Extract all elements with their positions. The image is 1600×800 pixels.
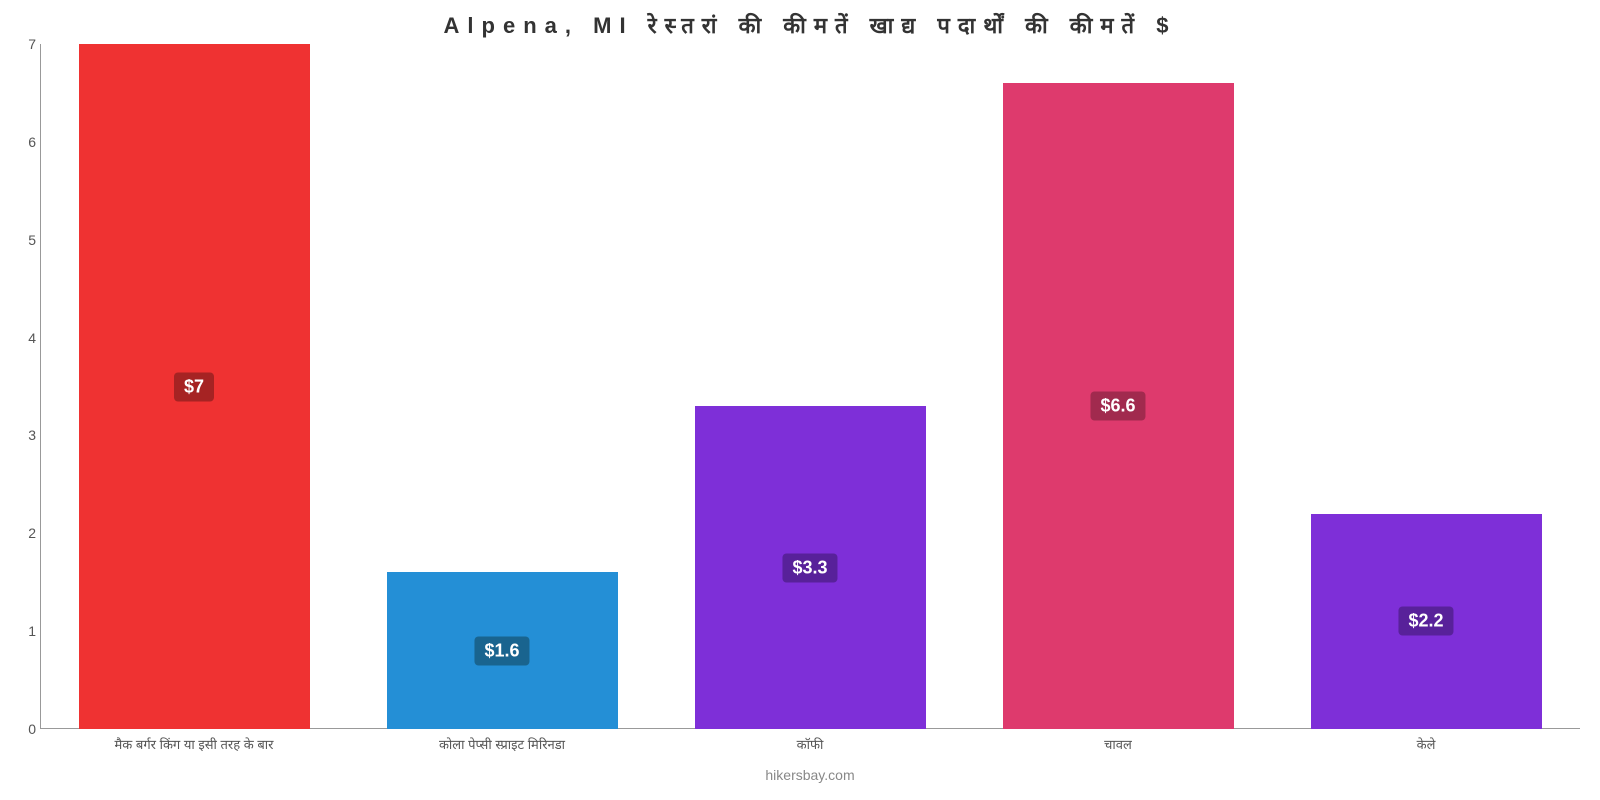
bar: $2.2 [1311,514,1542,729]
y-tick: 3 [28,427,36,443]
y-tick: 7 [28,36,36,52]
x-category-label: मैक बर्गर किंग या इसी तरह के बार [115,735,274,753]
x-axis-labels: मैक बर्गर किंग या इसी तरह के बार कोला पेप… [40,735,1580,765]
bar-value-label: $1.6 [474,636,529,665]
y-tick: 5 [28,232,36,248]
x-category-label: कॉफी [797,735,824,753]
bar-value-label: $6.6 [1090,392,1145,421]
bar-value-label: $3.3 [782,553,837,582]
bar: $7 [79,44,310,729]
chart-source: hikersbay.com [40,767,1580,783]
chart-title: Alpena, MI रेस्तरां की कीमतें खाद्य पदार… [40,10,1580,40]
plot-area: 01234567 $7$1.6$3.3$6.6$2.2 [40,44,1580,729]
x-category-label: कोला पेप्सी स्प्राइट मिरिनडा [439,735,565,753]
bar-value-label: $2.2 [1398,607,1453,636]
y-tick: 4 [28,330,36,346]
y-tick: 1 [28,623,36,639]
x-category-label: केले [1417,735,1436,753]
bars-container: $7 $1.6 $3.3 $6.6 $2.2 [40,44,1580,729]
y-tick: 6 [28,134,36,150]
bar: $1.6 [387,572,618,729]
bar-value-label: $7 [174,372,214,401]
y-tick: 0 [28,721,36,737]
y-tick: 2 [28,525,36,541]
bar: $3.3 [695,406,926,729]
price-bar-chart: Alpena, MI रेस्तरां की कीमतें खाद्य पदार… [40,10,1580,770]
y-axis: 01234567 [20,44,40,729]
x-category-label: चावल [1104,735,1132,753]
bar: $6.6 [1003,83,1234,729]
